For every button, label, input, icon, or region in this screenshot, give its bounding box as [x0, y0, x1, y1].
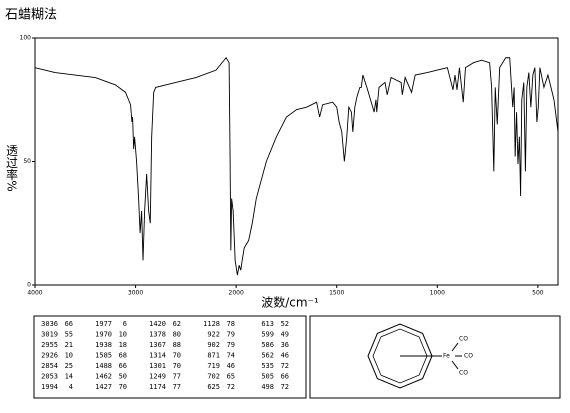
peak-wavenumber: 1174 — [149, 383, 166, 391]
peak-wavenumber: 719 — [207, 362, 220, 370]
peak-transmittance: 80 — [173, 331, 181, 339]
peak-transmittance: 4 — [69, 383, 73, 391]
bond — [451, 360, 459, 370]
spectrum-line — [34, 56, 559, 276]
atom-label: CO — [459, 370, 468, 377]
peak-transmittance: 55 — [65, 331, 73, 339]
peak-transmittance: 10 — [119, 331, 127, 339]
ring-outer — [367, 323, 433, 389]
peak-transmittance: 66 — [65, 320, 73, 328]
peak-transmittance: 88 — [173, 341, 181, 349]
peak-transmittance: 79 — [227, 331, 235, 339]
bond — [451, 342, 459, 352]
peak-transmittance: 66 — [119, 362, 127, 370]
peak-wavenumber: 535 — [261, 362, 274, 370]
x-axis-label: 波数/cm⁻¹ — [261, 295, 319, 310]
peak-wavenumber: 625 — [207, 383, 220, 391]
peak-transmittance: 72 — [281, 362, 289, 370]
peak-transmittance: 36 — [281, 341, 289, 349]
plot-frame — [34, 37, 559, 286]
peak-wavenumber: 1970 — [95, 331, 112, 339]
y-tick-label: 50 — [23, 158, 31, 165]
peak-wavenumber: 1367 — [149, 341, 166, 349]
peak-wavenumber: 562 — [261, 352, 274, 360]
peak-wavenumber: 2926 — [41, 352, 58, 360]
x-tick-label: 4000 — [27, 290, 42, 297]
peak-wavenumber: 1249 — [149, 373, 166, 381]
peak-transmittance: 79 — [227, 341, 235, 349]
x-tick-label: 3000 — [128, 290, 143, 297]
x-tick-label: 2000 — [229, 290, 244, 297]
peak-transmittance: 68 — [119, 352, 127, 360]
peak-transmittance: 66 — [281, 373, 289, 381]
peak-transmittance: 46 — [227, 362, 235, 370]
peak-transmittance: 77 — [173, 383, 181, 391]
peak-transmittance: 49 — [281, 331, 289, 339]
peak-transmittance: 70 — [119, 383, 127, 391]
atom-label: CO — [459, 336, 468, 343]
peak-wavenumber: 3019 — [41, 331, 58, 339]
peak-transmittance: 50 — [119, 373, 127, 381]
peak-wavenumber: 1938 — [95, 341, 112, 349]
peak-wavenumber: 1462 — [95, 373, 112, 381]
peak-transmittance: 10 — [65, 352, 73, 360]
peak-wavenumber: 1977 — [95, 320, 112, 328]
peak-transmittance: 52 — [281, 320, 289, 328]
peak-wavenumber: 1128 — [203, 320, 220, 328]
y-tick-label: 0 — [27, 282, 31, 289]
peak-wavenumber: 1585 — [95, 352, 112, 360]
peak-wavenumber: 613 — [261, 320, 274, 328]
peak-wavenumber: 1488 — [95, 362, 112, 370]
structure-frame — [309, 315, 561, 399]
ring-inner — [372, 328, 428, 384]
peak-transmittance: 65 — [227, 373, 235, 381]
x-tick-label: 1000 — [430, 290, 445, 297]
x-tick-label: 500 — [532, 290, 544, 297]
atom-label: Fe — [443, 353, 450, 360]
peak-wavenumber: 1378 — [149, 331, 166, 339]
peak-transmittance: 70 — [173, 352, 181, 360]
peak-wavenumber: 702 — [207, 373, 220, 381]
peak-wavenumber: 1301 — [149, 362, 166, 370]
peak-transmittance: 18 — [119, 341, 127, 349]
peak-wavenumber: 586 — [261, 341, 274, 349]
atom-label: CO — [464, 353, 473, 360]
peak-transmittance: 74 — [227, 352, 235, 360]
peak-transmittance: 21 — [65, 341, 73, 349]
peak-wavenumber: 599 — [261, 331, 274, 339]
peak-wavenumber: 922 — [207, 331, 220, 339]
peak-transmittance: 77 — [173, 373, 181, 381]
peak-wavenumber: 2053 — [41, 373, 58, 381]
x-tick-label: 1500 — [329, 290, 344, 297]
peak-transmittance: 14 — [65, 373, 73, 381]
peak-transmittance: 72 — [227, 383, 235, 391]
peak-wavenumber: 871 — [207, 352, 220, 360]
peak-wavenumber: 505 — [261, 373, 274, 381]
peak-wavenumber: 1994 — [41, 383, 58, 391]
peak-wavenumber: 498 — [261, 383, 274, 391]
peak-wavenumber: 1314 — [149, 352, 166, 360]
peak-wavenumber: 1420 — [149, 320, 166, 328]
peak-transmittance: 25 — [65, 362, 73, 370]
peak-transmittance: 62 — [173, 320, 181, 328]
peak-transmittance: 6 — [123, 320, 127, 328]
peak-wavenumber: 2955 — [41, 341, 58, 349]
y-tick-label: 100 — [20, 35, 32, 42]
peak-transmittance: 78 — [227, 320, 235, 328]
peak-wavenumber: 1427 — [95, 383, 112, 391]
peak-transmittance: 70 — [173, 362, 181, 370]
peak-table-frame — [33, 315, 307, 399]
peak-transmittance: 46 — [281, 352, 289, 360]
y-axis-label: 透过率% — [5, 144, 19, 192]
peak-wavenumber: 902 — [207, 341, 220, 349]
peak-wavenumber: 3036 — [41, 320, 58, 328]
peak-wavenumber: 2854 — [41, 362, 58, 370]
chart-title: 石蜡糊法 — [5, 7, 57, 23]
peak-transmittance: 72 — [281, 383, 289, 391]
